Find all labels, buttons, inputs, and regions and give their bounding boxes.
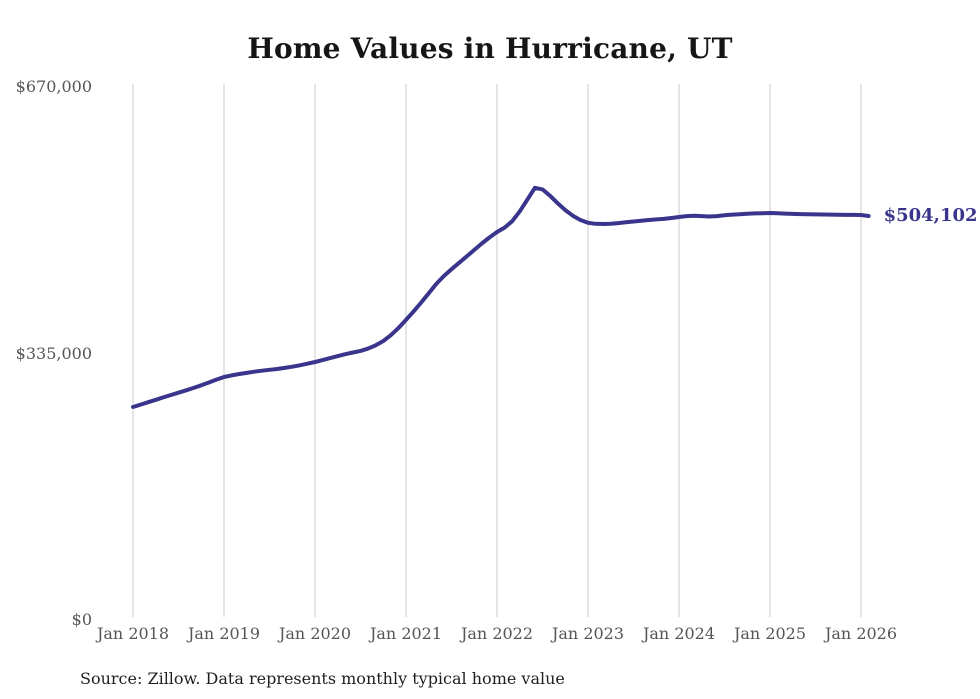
y-axis-tick-label: $670,000 [15, 77, 92, 96]
x-axis-tick-label: Jan 2025 [733, 624, 807, 643]
source-note: Source: Zillow. Data represents monthly … [80, 669, 565, 688]
x-axis-tick-label: Jan 2024 [642, 624, 716, 643]
x-axis-tick-label: Jan 2018 [96, 624, 170, 643]
chart-title: Home Values in Hurricane, UT [247, 32, 733, 65]
x-axis-tick-label: Jan 2026 [824, 624, 898, 643]
x-axis-tick-label: Jan 2020 [278, 624, 352, 643]
gridlines-group [132, 84, 862, 617]
y-axis-tick-label: $335,000 [15, 343, 92, 363]
x-axis-tick-label: Jan 2021 [369, 624, 443, 643]
y-axis-tick-label: $0 [71, 610, 92, 629]
x-axis-tick-label: Jan 2023 [551, 624, 625, 643]
x-axis-tick-label: Jan 2019 [187, 624, 261, 643]
current-value-label: $504,102 [883, 204, 978, 226]
home-value-line [131, 185, 871, 409]
x-axis-tick-label: Jan 2022 [460, 624, 534, 643]
